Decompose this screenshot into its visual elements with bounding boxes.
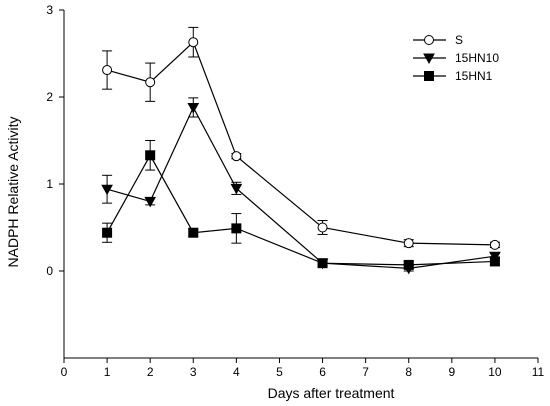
x-tick-label: 6	[319, 365, 326, 379]
x-tick-label: 1	[104, 365, 111, 379]
series-S	[102, 26, 500, 250]
data-point	[489, 256, 500, 267]
legend-marker	[423, 53, 435, 65]
y-tick-label: 1	[46, 177, 53, 191]
legend-item: S	[413, 33, 463, 47]
data-point	[188, 37, 199, 48]
legend-marker	[424, 35, 434, 45]
y-tick-label: 0	[46, 264, 53, 278]
legend-label: 15HN10	[455, 51, 499, 65]
y-tick-label: 2	[46, 90, 53, 104]
x-tick-label: 9	[448, 365, 455, 379]
data-point	[230, 183, 243, 195]
x-tick-label: 2	[147, 365, 154, 379]
legend-marker	[424, 71, 434, 81]
data-point	[144, 196, 157, 208]
x-tick-label: 7	[362, 365, 369, 379]
data-point	[102, 65, 113, 76]
data-point	[231, 223, 242, 234]
legend-item: 15HN10	[413, 51, 499, 65]
legend-label: 15HN1	[455, 69, 493, 83]
x-tick-label: 3	[190, 365, 197, 379]
data-point	[101, 184, 113, 196]
data-point	[403, 238, 414, 249]
data-point	[188, 227, 199, 238]
series-15HN1	[102, 140, 500, 270]
legend-item: 15HN1	[413, 69, 493, 83]
x-tick-label: 5	[276, 365, 283, 379]
x-axis-label: Days after treatment	[268, 385, 395, 401]
data-point	[145, 150, 156, 161]
legend-label: S	[455, 33, 463, 47]
x-tick-label: 0	[61, 365, 68, 379]
data-point	[187, 102, 200, 114]
x-tick-label: 4	[233, 365, 240, 379]
data-point	[145, 77, 156, 88]
data-point	[231, 151, 242, 162]
y-tick-label: 3	[46, 3, 53, 17]
x-tick-label: 8	[405, 365, 412, 379]
axes: 0 1 2 3 4 5 6 7 8 9 10 11 0 1 2 3	[46, 3, 544, 379]
data-point	[403, 259, 414, 270]
series-line	[106, 41, 495, 246]
x-tick-label: 10	[488, 365, 502, 379]
x-tick-label: 11	[532, 365, 545, 379]
legend: S 15HN10 15HN1	[413, 33, 499, 83]
series-layer	[101, 26, 501, 275]
data-point	[317, 258, 328, 269]
data-point	[102, 227, 113, 238]
series-15HN10	[101, 97, 501, 275]
y-axis-label: NADPH Relative Activity	[5, 117, 21, 268]
data-point	[317, 222, 328, 233]
data-point	[489, 239, 500, 250]
